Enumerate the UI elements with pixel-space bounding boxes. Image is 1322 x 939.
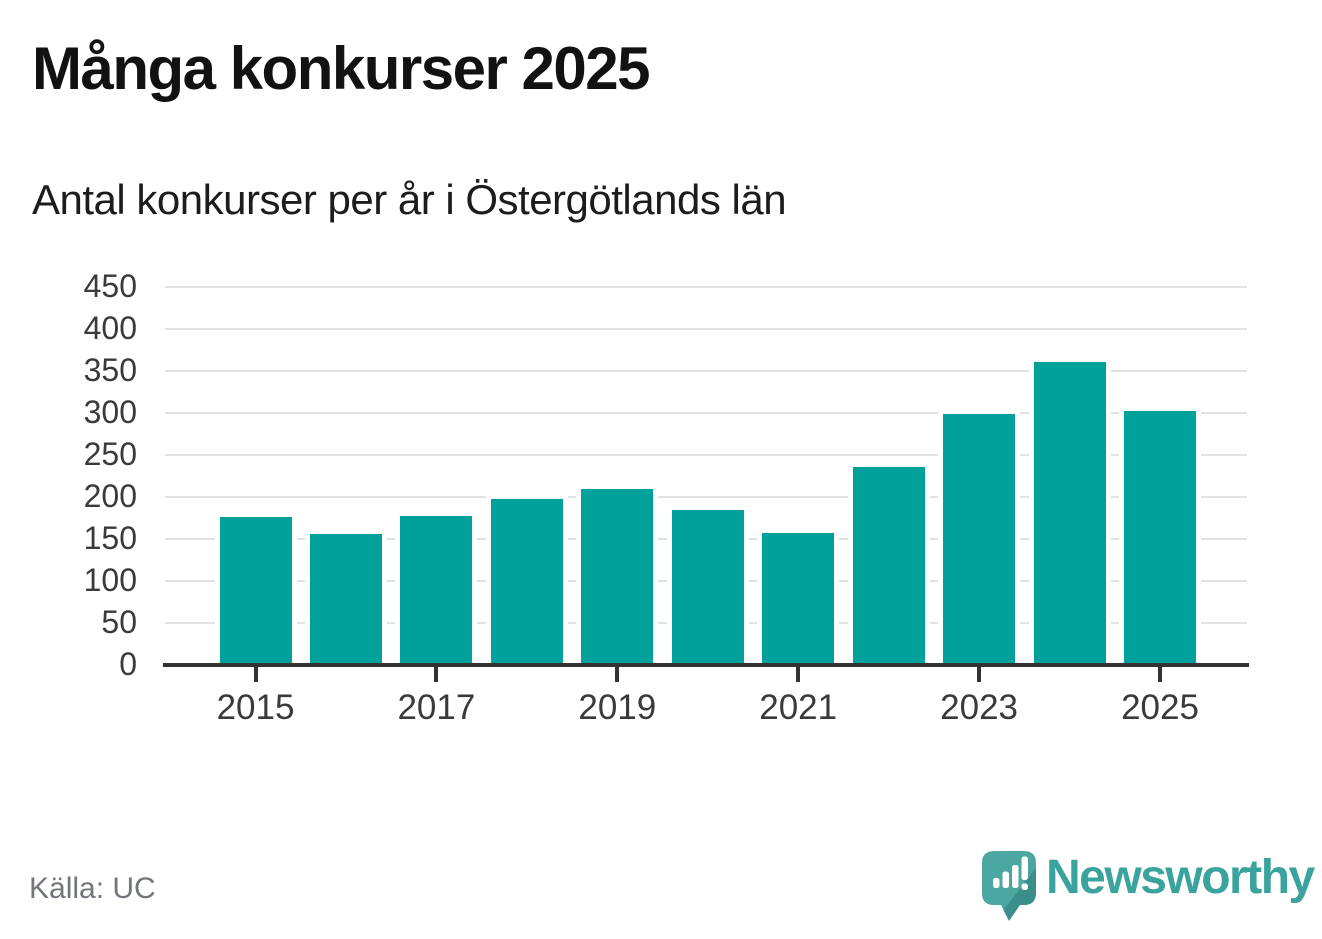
bar-2017 [400,516,473,664]
x-tick-2025 [1158,667,1162,682]
newsworthy-logo: Newsworthy [982,851,1315,931]
bar-2015 [219,517,292,664]
y-label-200: 200 [83,478,137,514]
bar-2020 [671,510,744,664]
speech-bubble-bar-chart-exclamation-icon [982,851,1036,921]
bar-2024 [1033,361,1106,664]
x-label-2017: 2017 [397,688,476,727]
x-label-2019: 2019 [578,688,657,727]
chart-title: Många konkurser 2025 [32,35,650,102]
gridline-200 [165,496,1247,498]
y-label-100: 100 [83,562,137,598]
gridline-300 [165,412,1247,414]
bar-2021 [762,532,835,664]
chart-subtitle: Antal konkurser per år i Östergötlands l… [32,176,787,223]
x-label-2015: 2015 [216,688,295,727]
x-label-2021: 2021 [759,688,838,727]
bar-2019 [581,489,654,664]
x-tick-2019 [615,667,620,682]
bar-2022 [852,466,925,664]
source-note: Källa: UC [29,872,156,905]
y-label-0: 0 [119,646,137,682]
gridline-450 [165,286,1247,288]
bar-2025 [1124,411,1196,664]
y-label-300: 300 [83,394,137,430]
bar-2023 [943,413,1016,664]
x-tick-2021 [796,667,801,682]
y-label-250: 250 [83,436,137,472]
bar-2018 [490,499,563,664]
x-tick-2015 [253,667,258,682]
y-label-400: 400 [83,310,137,346]
gridline-400 [165,328,1247,330]
y-label-150: 150 [83,520,137,556]
x-label-2025: 2025 [1121,688,1199,727]
x-tick-2017 [434,667,439,682]
gridline-350 [165,370,1247,372]
bar-2016 [309,533,382,664]
newsworthy-wordmark: Newsworthy [1046,851,1315,904]
x-tick-2023 [977,667,982,682]
x-label-2023: 2023 [940,688,1019,727]
y-label-350: 350 [83,352,137,388]
x-axis-line [163,663,1249,667]
gridline-250 [165,454,1247,456]
y-label-450: 450 [83,268,137,304]
plot-area [165,286,1247,664]
y-label-50: 50 [101,604,137,640]
